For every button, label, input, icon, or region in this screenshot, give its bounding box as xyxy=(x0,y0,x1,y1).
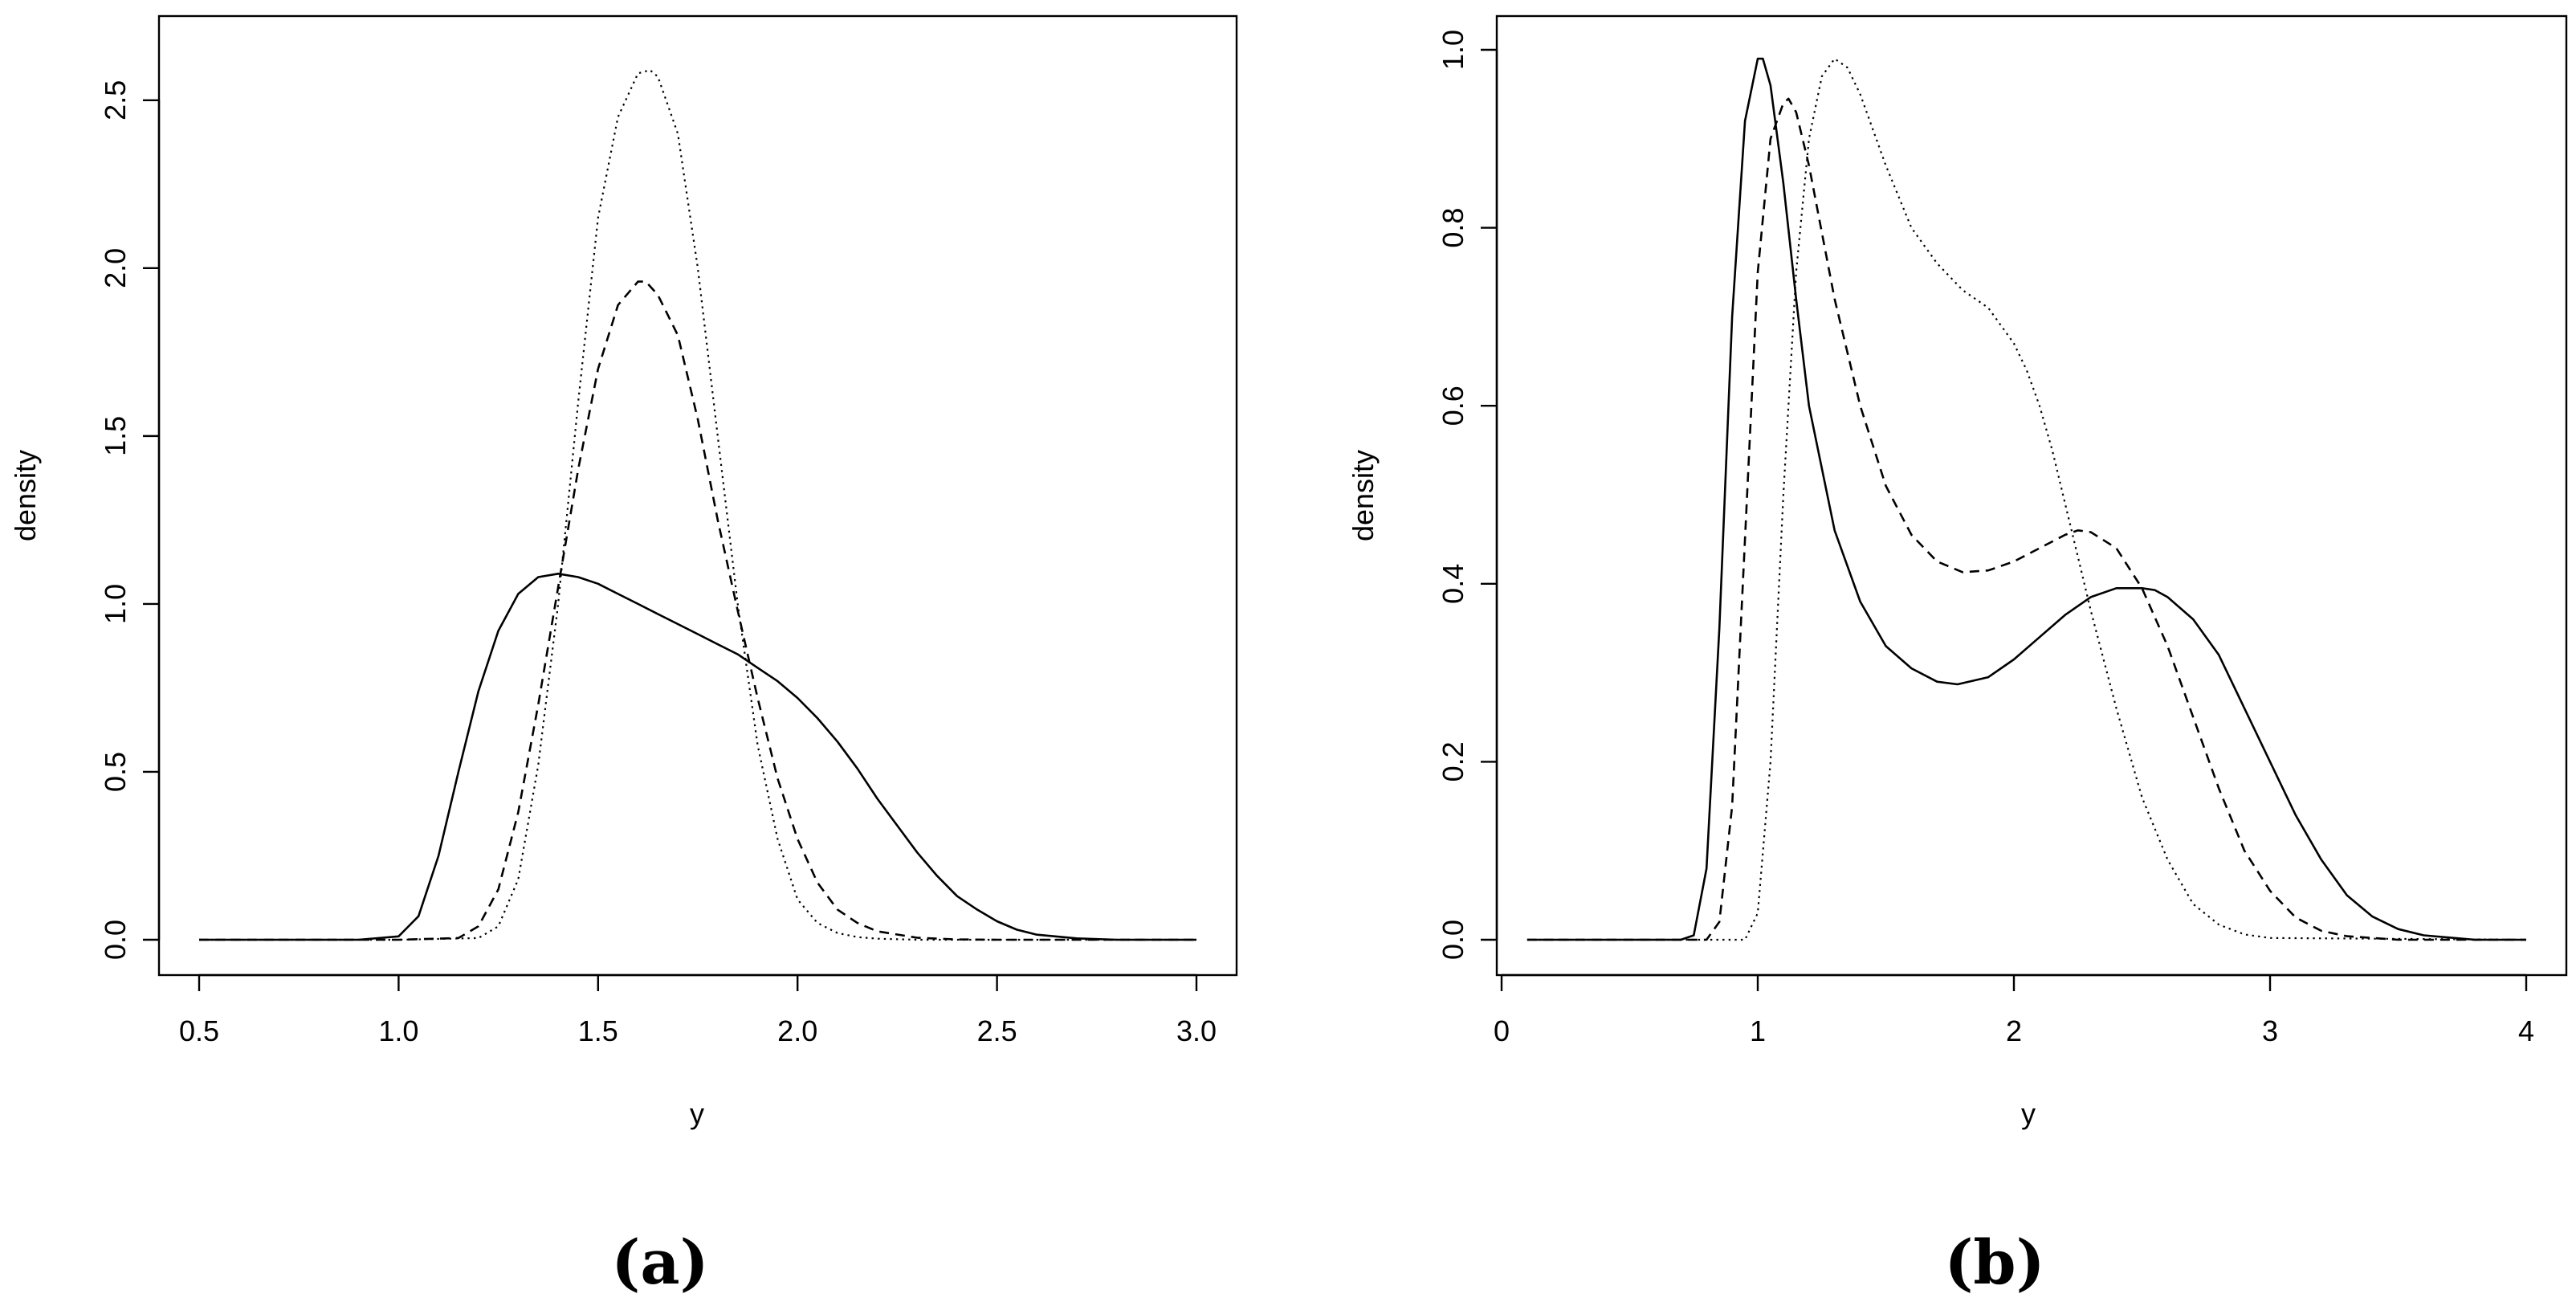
x-tick-label-b: 1 xyxy=(1750,1014,1766,1047)
x-tick-label-a: 2.5 xyxy=(977,1014,1017,1047)
y-tick-label-b: 1.0 xyxy=(1437,30,1469,70)
series-dotted-line-b xyxy=(1526,57,2527,941)
x-tick-label-a: 0.5 xyxy=(179,1014,219,1047)
series-solid-line-b xyxy=(1526,57,2526,941)
y-tick-label-b: 0.2 xyxy=(1437,741,1469,782)
y-axis-title-a: density xyxy=(9,450,42,541)
y-tick-label-a: 0.0 xyxy=(99,920,132,960)
y-tick-label-a: 0.5 xyxy=(99,752,132,792)
x-tick-label-a: 3.0 xyxy=(1176,1014,1217,1047)
caption-a: (a) xyxy=(611,1226,708,1298)
series-dashed-line-b xyxy=(1526,97,2526,941)
y-tick-label-b: 0.6 xyxy=(1437,386,1469,426)
x-axis-title-a: y xyxy=(690,1097,704,1130)
y-tick-label-a: 2.5 xyxy=(99,80,132,120)
series-solid-line-a xyxy=(199,572,1196,941)
panel-b: 0 1 2 3 4 0.0 0.2 0.4 0.6 0.8 1.0 y density (b) xyxy=(1347,14,2568,1298)
series-dotted-line-a xyxy=(199,69,1196,941)
plot-frame-a xyxy=(157,14,1238,977)
x-tick-label-a: 2.0 xyxy=(777,1014,817,1047)
panel-a: 0.5 1.0 1.5 2.0 2.5 3.0 0.0 0.5 1.0 1.5 2.0 2.5 y d… xyxy=(9,14,1238,1298)
plot-frame-b xyxy=(1495,14,2568,977)
x-tick-label-a: 1.5 xyxy=(578,1014,618,1047)
x-tick-label-a: 1.0 xyxy=(378,1014,418,1047)
y-tick-label-a: 1.0 xyxy=(99,584,132,624)
y-tick-label-b: 0.8 xyxy=(1437,208,1469,248)
x-tick-label-b: 4 xyxy=(2518,1014,2534,1047)
y-tick-label-a: 2.0 xyxy=(99,248,132,288)
plot-area-b: 0 1 2 3 4 0.0 0.2 0.4 0.6 0.8 1.0 xyxy=(1437,30,2534,1047)
x-tick-label-b: 3 xyxy=(2262,1014,2278,1047)
y-tick-label-b: 0.0 xyxy=(1437,920,1469,960)
y-tick-label-b: 0.4 xyxy=(1437,564,1469,604)
y-axis-title-b: density xyxy=(1347,450,1380,541)
y-tick-label-a: 1.5 xyxy=(99,416,132,456)
caption-b: (b) xyxy=(1944,1226,2044,1298)
x-tick-label-b: 0 xyxy=(1494,1014,1510,1047)
x-tick-label-b: 2 xyxy=(2006,1014,2022,1047)
plot-area-a: 0.5 1.0 1.5 2.0 2.5 3.0 0.0 0.5 1.0 1.5 2.0 2.5 xyxy=(99,69,1217,1047)
x-axis-title-b: y xyxy=(2021,1097,2036,1130)
series-dashed-line-a xyxy=(199,280,1196,941)
